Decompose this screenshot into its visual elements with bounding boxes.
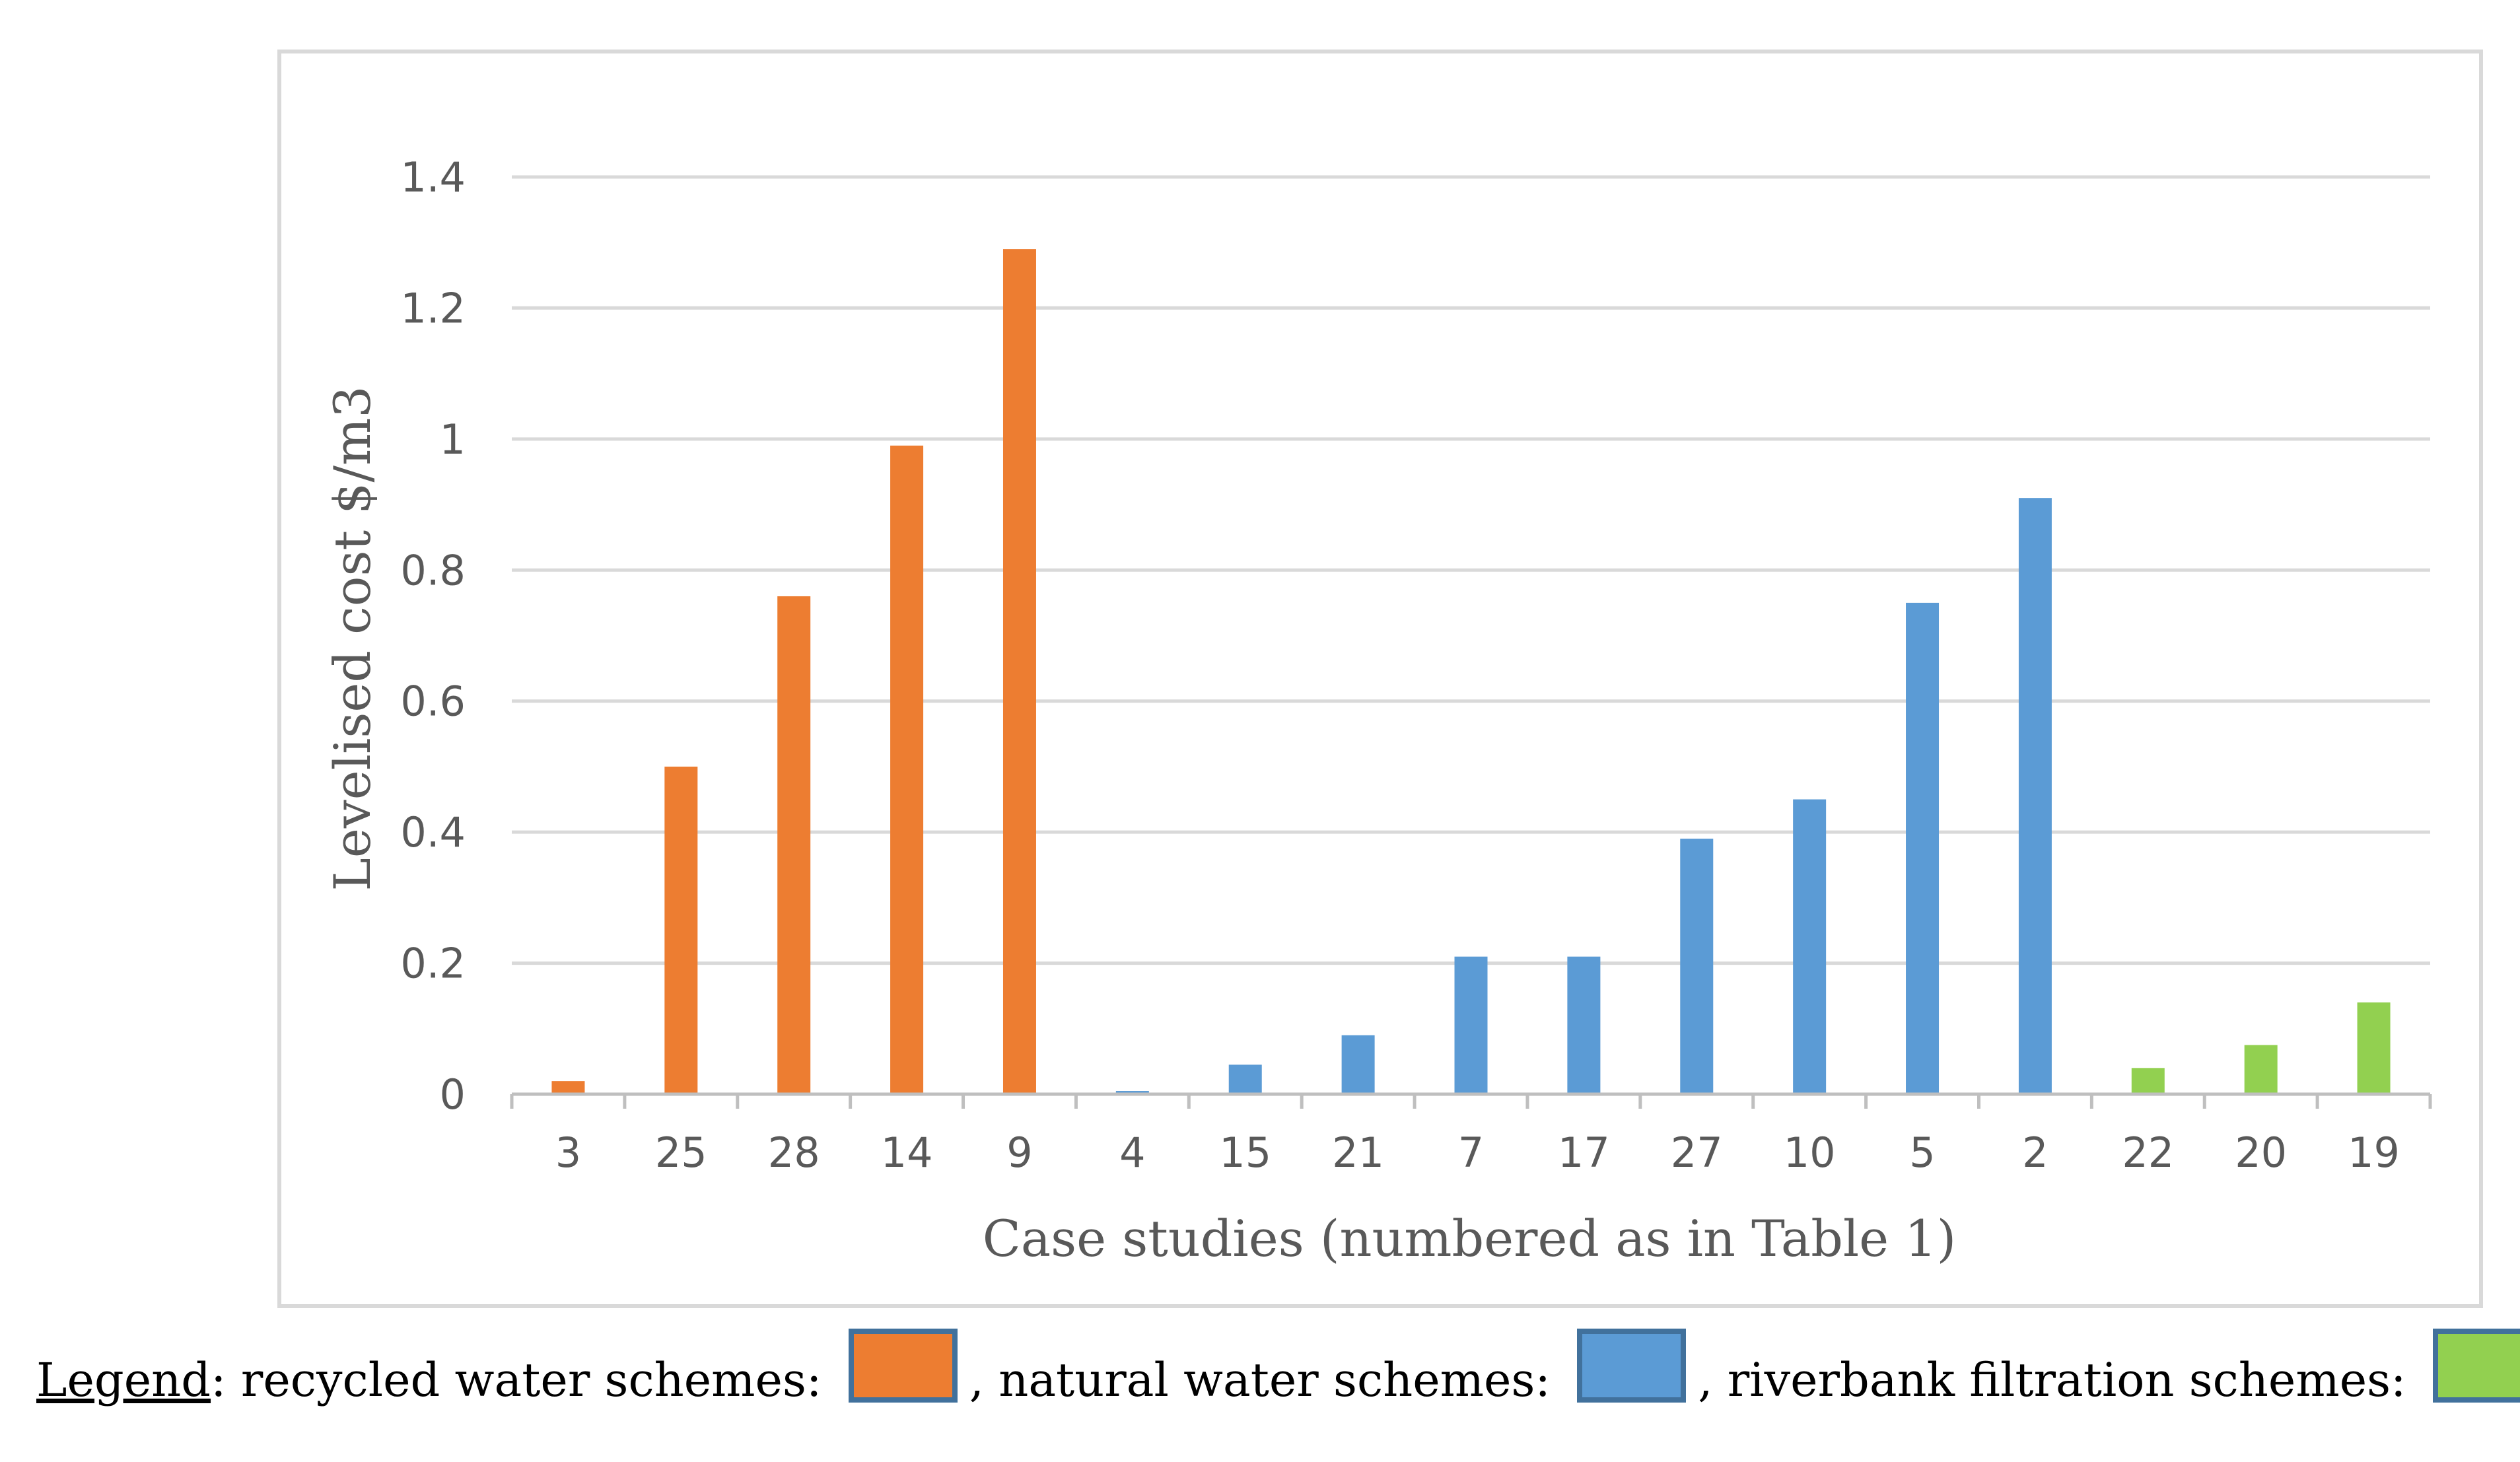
x-axis [510,1092,2432,1109]
x-tick-label: 21 [1332,1129,1384,1177]
x-tick-labels: 3 25 28 14 9 4 15 21 7 17 27 10 5 2 22 20 19 [555,1129,2400,1177]
y-tick-label: 0 [440,1070,466,1119]
x-tick-label: 15 [1219,1129,1271,1177]
bar-case-17 [1567,956,1601,1094]
y-tick-label: 0.2 [400,940,466,988]
y-tick-labels: 0 0.2 0.4 0.6 0.8 1 1.2 1.4 [400,153,466,1119]
bar-case-14 [890,445,924,1094]
y-tick-label: 0.8 [400,546,466,594]
legend: Legend : recycled water schemes: , natur… [36,1329,2520,1423]
x-tick-label: 19 [2348,1129,2400,1177]
bar-case-20 [2244,1045,2278,1094]
x-tick-label: 2 [2022,1129,2048,1177]
legend-title: Legend [36,1353,211,1407]
x-tick-label: 14 [881,1129,933,1177]
bar-case-15 [1228,1064,1262,1094]
x-tick-label: 5 [1909,1129,1935,1177]
bar-case-19 [2357,1002,2391,1094]
legend-swatch-recycled [848,1329,958,1403]
x-tick-label: 25 [655,1129,707,1177]
gridlines [512,175,2430,965]
legend-riverbank-label: , riverbank filtration schemes: [1698,1353,2421,1407]
bar-case-5 [1906,602,1940,1094]
y-tick-label: 1 [440,415,466,464]
y-axis-title: Levelised cost $/m3 [323,386,382,891]
x-tick-label: 27 [1671,1129,1723,1177]
bar-case-27 [1680,839,1714,1094]
x-tick-label: 3 [555,1129,581,1177]
y-tick-label: 1.2 [400,284,466,332]
legend-swatch-riverbank [2432,1329,2520,1403]
y-tick-label: 1.4 [400,153,466,201]
bar-case-7 [1454,956,1488,1094]
bar-case-22 [2131,1068,2165,1094]
x-tick-label: 9 [1006,1129,1032,1177]
bar-case-2 [2018,498,2052,1094]
chart-frame [277,50,2483,1308]
bar-case-28 [777,596,811,1094]
y-tick-label: 0.4 [400,808,466,856]
legend-natural-label: , natural water schemes: [969,1353,1566,1407]
y-tick-label: 0.6 [400,678,466,726]
x-axis-title: Case studies (numbered as in Table 1) [983,1209,1957,1268]
legend-swatch-natural [1577,1329,1687,1403]
bar-case-10 [1793,799,1827,1094]
legend-separator: : [211,1353,241,1407]
bars [551,249,2391,1094]
x-tick-label: 10 [1784,1129,1836,1177]
bar-case-9 [1002,249,1036,1094]
x-tick-label: 22 [2122,1129,2174,1177]
bar-case-21 [1341,1035,1375,1094]
x-tick-label: 7 [1458,1129,1484,1177]
x-tick-label: 28 [768,1129,820,1177]
bar-case-25 [664,766,698,1094]
legend-recycled-label: recycled water schemes: [240,1353,837,1407]
bar-case-3 [551,1081,585,1094]
x-tick-label: 20 [2235,1129,2287,1177]
x-tick-label: 17 [1558,1129,1610,1177]
x-tick-label: 4 [1119,1129,1145,1177]
